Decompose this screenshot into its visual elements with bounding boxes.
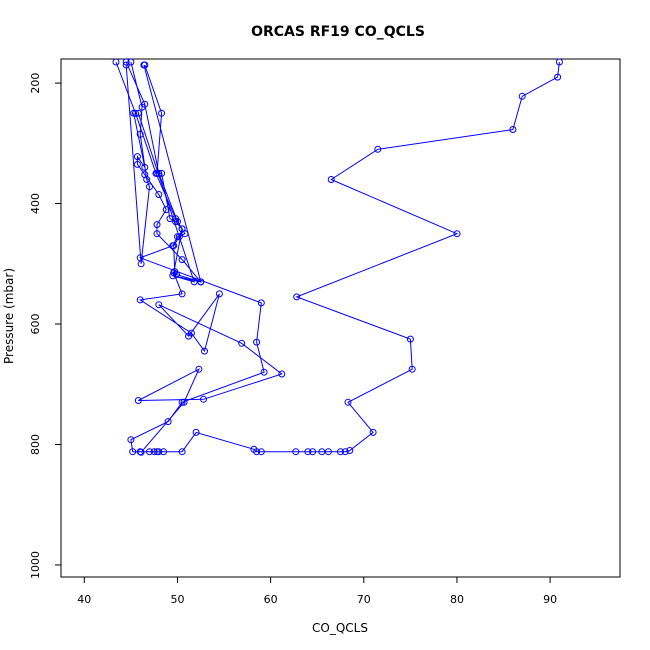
data-point xyxy=(155,301,163,309)
series-4 xyxy=(122,58,153,268)
data-point xyxy=(509,126,517,133)
data-point xyxy=(137,260,145,268)
data-point xyxy=(192,428,200,436)
data-point xyxy=(178,225,186,233)
x-tick-label: 90 xyxy=(543,593,557,606)
data-point xyxy=(175,233,183,241)
series-5 xyxy=(140,61,205,286)
x-tick-label: 60 xyxy=(264,593,278,606)
data-point xyxy=(130,109,138,117)
data-point xyxy=(318,448,326,456)
data-point xyxy=(327,176,335,183)
data-point xyxy=(137,448,145,456)
data-point xyxy=(518,92,526,100)
y-tick-label: 800 xyxy=(29,434,42,455)
data-point xyxy=(293,293,301,301)
data-point xyxy=(178,290,186,298)
data-point xyxy=(369,428,377,436)
data-point xyxy=(344,398,352,406)
data-point xyxy=(136,130,144,138)
data-point xyxy=(453,230,461,238)
data-point xyxy=(129,448,137,456)
data-point xyxy=(250,445,258,453)
data-point xyxy=(143,176,151,183)
series-line xyxy=(125,61,151,264)
y-tick-label: 600 xyxy=(29,314,42,335)
data-point xyxy=(406,335,414,343)
data-point xyxy=(172,218,180,226)
y-tick-label: 1000 xyxy=(29,551,42,579)
data-point xyxy=(260,368,268,376)
data-point xyxy=(215,290,223,298)
data-point xyxy=(140,61,148,69)
data-point xyxy=(178,256,186,264)
data-point xyxy=(195,365,203,373)
data-point xyxy=(201,347,208,355)
data-point xyxy=(153,169,161,177)
data-point xyxy=(341,448,349,456)
data-point xyxy=(136,296,144,304)
plot-frame xyxy=(60,58,621,578)
data-point xyxy=(164,418,172,426)
data-point xyxy=(238,339,246,347)
data-point xyxy=(153,221,161,229)
x-axis: 40 50 60 70 80 90 xyxy=(77,577,557,606)
y-axis-label: Pressure (mbar) xyxy=(2,268,16,364)
x-axis-label: CO_QCLS xyxy=(312,621,368,635)
data-point xyxy=(178,448,186,456)
data-point xyxy=(197,278,205,286)
y-tick-label: 200 xyxy=(29,73,42,94)
series-line xyxy=(133,113,203,283)
data-point xyxy=(304,448,312,456)
data-point xyxy=(158,169,166,177)
y-axis: 200 400 600 800 1000 xyxy=(29,73,61,579)
data-point xyxy=(169,272,177,280)
x-tick-label: 80 xyxy=(450,593,464,606)
data-point xyxy=(146,448,153,456)
data-point xyxy=(150,448,158,456)
series-line xyxy=(115,61,283,453)
data-point xyxy=(555,58,563,66)
data-point xyxy=(257,448,265,456)
data-point xyxy=(180,398,188,406)
data-point xyxy=(257,299,265,307)
data-point xyxy=(278,370,286,378)
data-point xyxy=(122,61,130,69)
data-point xyxy=(292,448,300,456)
data-point xyxy=(146,183,153,191)
data-point xyxy=(173,271,180,279)
data-point xyxy=(200,395,207,403)
data-point xyxy=(554,73,562,81)
x-tick-label: 50 xyxy=(170,593,184,606)
data-point xyxy=(170,242,178,250)
data-point xyxy=(155,191,163,198)
data-point xyxy=(153,230,161,238)
data-point xyxy=(337,448,344,456)
data-point xyxy=(166,215,174,223)
data-point xyxy=(127,436,135,444)
data-point xyxy=(253,338,261,346)
data-point xyxy=(374,145,382,153)
data-point xyxy=(112,58,120,66)
data-point xyxy=(133,153,141,161)
data-point xyxy=(162,206,170,214)
data-point xyxy=(153,448,161,456)
data-point xyxy=(190,278,198,286)
x-tick-label: 40 xyxy=(77,593,91,606)
y-tick-label: 400 xyxy=(29,193,42,214)
data-point xyxy=(346,447,354,454)
series-line xyxy=(125,61,560,453)
series-1 xyxy=(122,58,563,456)
x-tick-label: 70 xyxy=(357,593,371,606)
data-point xyxy=(138,103,146,111)
data-point xyxy=(408,365,416,373)
chart-title: ORCAS RF19 CO_QCLS xyxy=(251,24,425,40)
series-layer xyxy=(112,58,563,456)
data-point xyxy=(309,448,317,456)
data-point xyxy=(133,160,141,168)
data-point xyxy=(134,397,142,404)
data-point xyxy=(158,109,166,117)
data-point xyxy=(185,332,193,340)
